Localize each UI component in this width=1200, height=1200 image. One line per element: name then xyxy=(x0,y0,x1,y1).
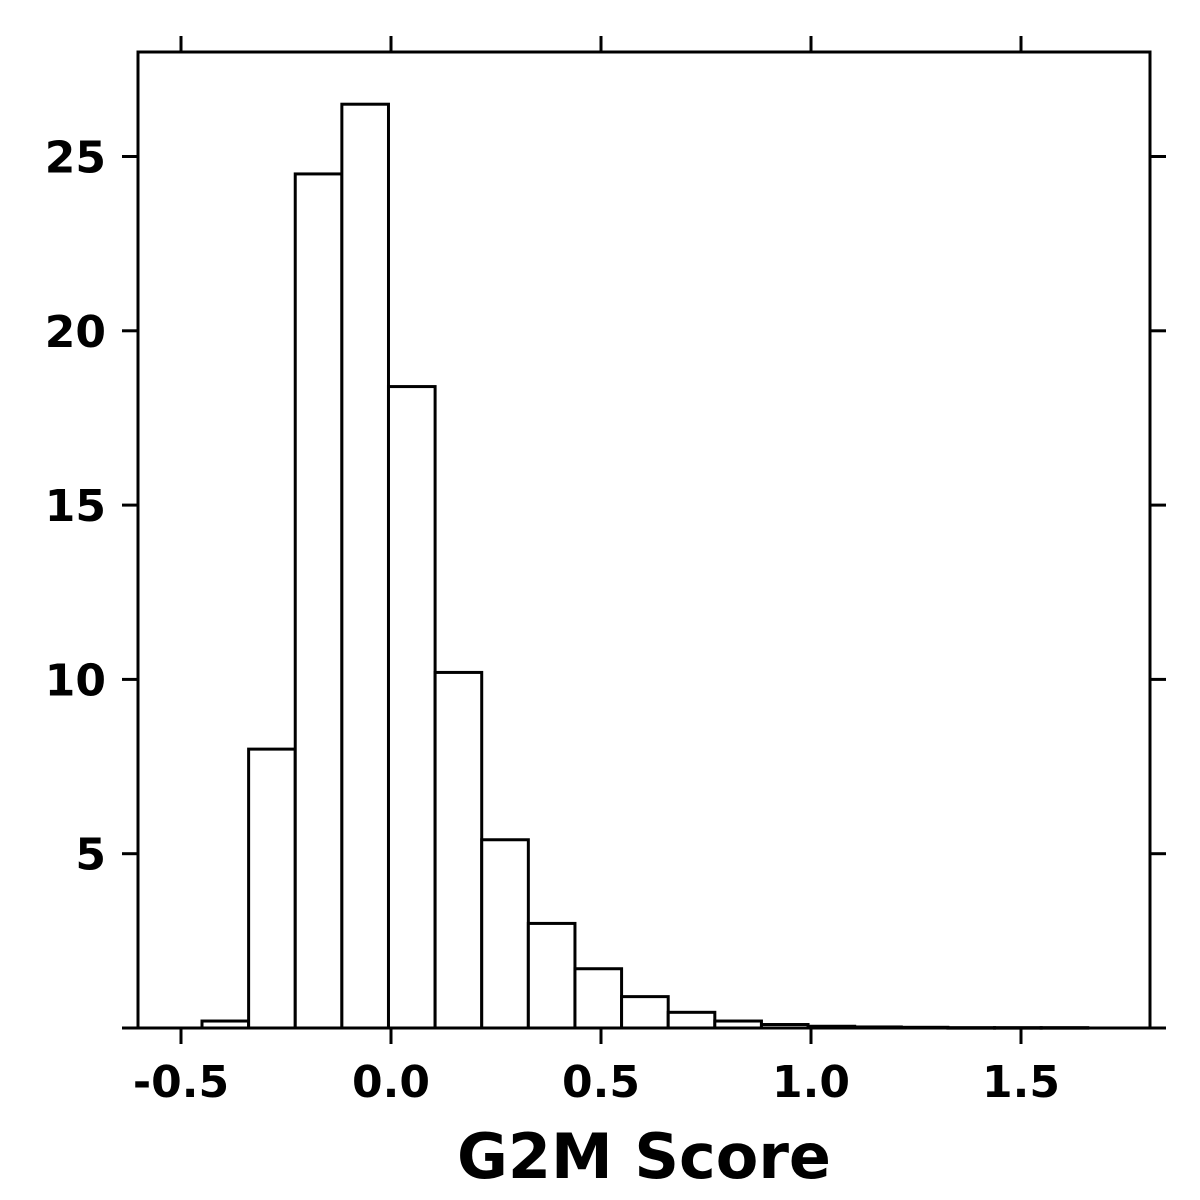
histogram-bar xyxy=(526,921,577,1030)
y-tick-label: 20 xyxy=(45,307,106,358)
y-tick-label: 25 xyxy=(45,133,106,184)
histogram-bar xyxy=(666,1010,717,1030)
x-tick-labels: -0.5 0.0 0.5 1.0 1.5 xyxy=(133,1057,1060,1108)
y-tick-label: 5 xyxy=(75,830,106,881)
x-tick-label: 1.5 xyxy=(982,1057,1060,1108)
x-tick-label: -0.5 xyxy=(133,1057,229,1108)
x-axis-title: G2M Score xyxy=(457,1120,831,1193)
axis-ticks xyxy=(122,36,1166,1044)
histogram-bar xyxy=(386,385,437,1030)
histogram-bar xyxy=(293,172,344,1030)
histogram-bars xyxy=(200,102,1090,1030)
x-tick-label: 0.0 xyxy=(352,1057,430,1108)
histogram-bar xyxy=(480,838,530,1030)
x-tick-label: 0.5 xyxy=(562,1057,640,1108)
y-tick-label: 15 xyxy=(45,481,106,532)
histogram-bar xyxy=(620,995,670,1030)
x-tick-label: 1.0 xyxy=(772,1057,850,1108)
histogram-bar xyxy=(247,747,297,1030)
y-tick-labels: 5 10 15 20 25 xyxy=(45,133,106,881)
histogram-bar xyxy=(340,102,390,1030)
y-tick-label: 10 xyxy=(45,655,106,706)
histogram-bar xyxy=(573,967,624,1030)
histogram-bar xyxy=(433,670,484,1030)
